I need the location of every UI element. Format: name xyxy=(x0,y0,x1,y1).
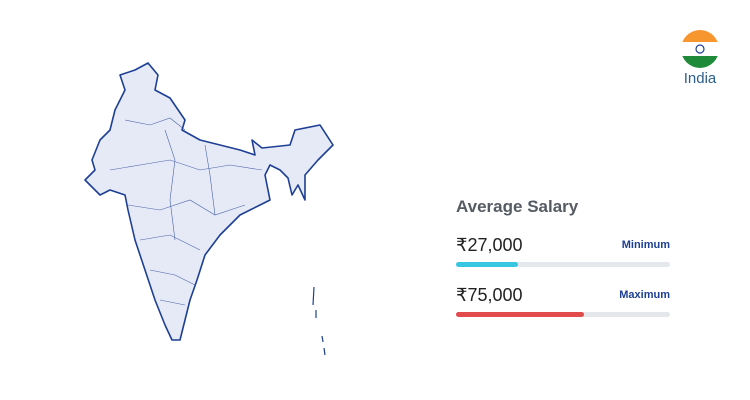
india-map xyxy=(84,62,334,341)
bar-fill xyxy=(456,262,519,267)
salary-amount: ₹75,000 xyxy=(456,285,523,305)
salary-label: Minimum xyxy=(621,239,670,251)
state-borders xyxy=(109,117,263,306)
islands xyxy=(312,286,326,356)
salary-label: Maximum xyxy=(619,289,670,301)
bar-fill xyxy=(456,312,585,317)
country-name: India xyxy=(683,70,717,87)
salary-amount: ₹27,000 xyxy=(456,235,523,255)
india-flag xyxy=(681,30,719,68)
bar-track xyxy=(456,312,670,317)
bar-track xyxy=(456,262,670,267)
salary-title: Average Salary xyxy=(456,197,579,216)
